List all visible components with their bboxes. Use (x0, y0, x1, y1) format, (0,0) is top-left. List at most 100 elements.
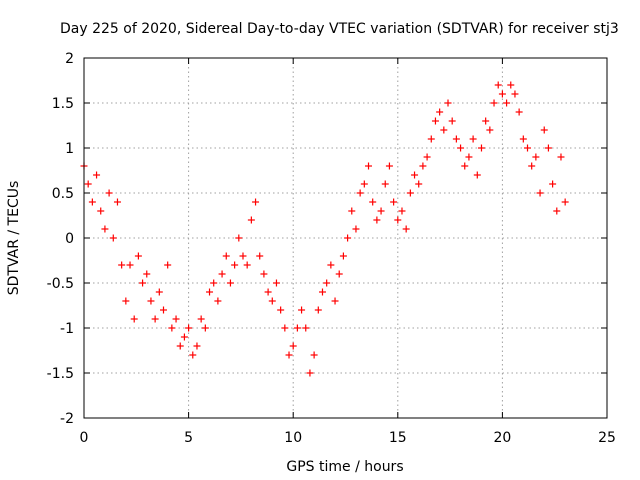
data-point (406, 189, 414, 197)
data-point (553, 207, 561, 215)
data-point (398, 207, 406, 215)
data-point (419, 162, 427, 170)
data-point (519, 135, 527, 143)
data-point (457, 144, 465, 152)
data-point (369, 198, 377, 206)
data-point (411, 171, 419, 179)
data-point (222, 252, 230, 260)
y-tick-label: -2 (60, 411, 74, 427)
data-point (482, 117, 490, 125)
data-point (197, 315, 205, 323)
data-point (490, 99, 498, 107)
data-point (239, 252, 247, 260)
data-point (97, 207, 105, 215)
data-point (465, 153, 473, 161)
data-point (122, 297, 130, 305)
y-axis-label: SDTVAR / TECUs (6, 181, 22, 296)
chart-title: Day 225 of 2020, Sidereal Day-to-day VTE… (60, 21, 619, 37)
data-point (155, 288, 163, 296)
data-point (477, 144, 485, 152)
data-point (306, 369, 314, 377)
data-point (93, 171, 101, 179)
data-point (469, 135, 477, 143)
data-point (524, 144, 532, 152)
x-tick-label: 0 (80, 430, 89, 446)
data-points (80, 81, 569, 377)
data-point (515, 108, 523, 116)
data-point (377, 207, 385, 215)
data-point (402, 225, 410, 233)
data-point (172, 315, 180, 323)
data-point (88, 198, 96, 206)
data-point (247, 216, 255, 224)
data-point (185, 324, 193, 332)
data-point (440, 126, 448, 134)
y-tick-label: 1 (65, 141, 74, 157)
data-point (130, 315, 138, 323)
y-tick-label: 2 (65, 51, 74, 67)
x-axis-label: GPS time / hours (286, 459, 403, 475)
data-point (448, 117, 456, 125)
data-point (226, 279, 234, 287)
data-point (272, 279, 280, 287)
data-point (206, 288, 214, 296)
data-point (511, 90, 519, 98)
data-point (356, 189, 364, 197)
data-point (147, 297, 155, 305)
data-point (84, 180, 92, 188)
data-point (352, 225, 360, 233)
data-point (289, 342, 297, 350)
data-point (431, 117, 439, 125)
data-point (544, 144, 552, 152)
data-point (385, 162, 393, 170)
data-point (427, 135, 435, 143)
data-point (139, 279, 147, 287)
data-point (214, 297, 222, 305)
data-point (159, 306, 167, 314)
data-point (126, 261, 134, 269)
data-point (394, 216, 402, 224)
data-point (310, 351, 318, 359)
data-point (281, 324, 289, 332)
data-point (348, 207, 356, 215)
data-point (293, 324, 301, 332)
data-point (339, 252, 347, 260)
data-point (498, 90, 506, 98)
data-point (252, 198, 260, 206)
data-point (503, 99, 511, 107)
data-point (101, 225, 109, 233)
data-point (344, 234, 352, 242)
data-point (327, 261, 335, 269)
y-tick-label: 0 (65, 231, 74, 247)
data-point (176, 342, 184, 350)
x-tick-label: 10 (284, 430, 302, 446)
data-point (235, 234, 243, 242)
data-point (461, 162, 469, 170)
data-point (536, 189, 544, 197)
data-point (561, 198, 569, 206)
data-point (532, 153, 540, 161)
data-point (323, 279, 331, 287)
data-point (168, 324, 176, 332)
data-point (180, 333, 188, 341)
data-point (318, 288, 326, 296)
data-point (415, 180, 423, 188)
data-point (494, 81, 502, 89)
data-point (256, 252, 264, 260)
y-tick-label: 0.5 (52, 186, 74, 202)
data-point (201, 324, 209, 332)
data-point (373, 216, 381, 224)
data-point (381, 180, 389, 188)
data-point (285, 351, 293, 359)
data-point (314, 306, 322, 314)
data-point (264, 288, 272, 296)
data-point (423, 153, 431, 161)
y-tick-label: -1 (60, 321, 74, 337)
data-point (210, 279, 218, 287)
y-tick-label: -1.5 (47, 366, 74, 382)
data-point (549, 180, 557, 188)
data-point (143, 270, 151, 278)
data-point (151, 315, 159, 323)
data-point (540, 126, 548, 134)
